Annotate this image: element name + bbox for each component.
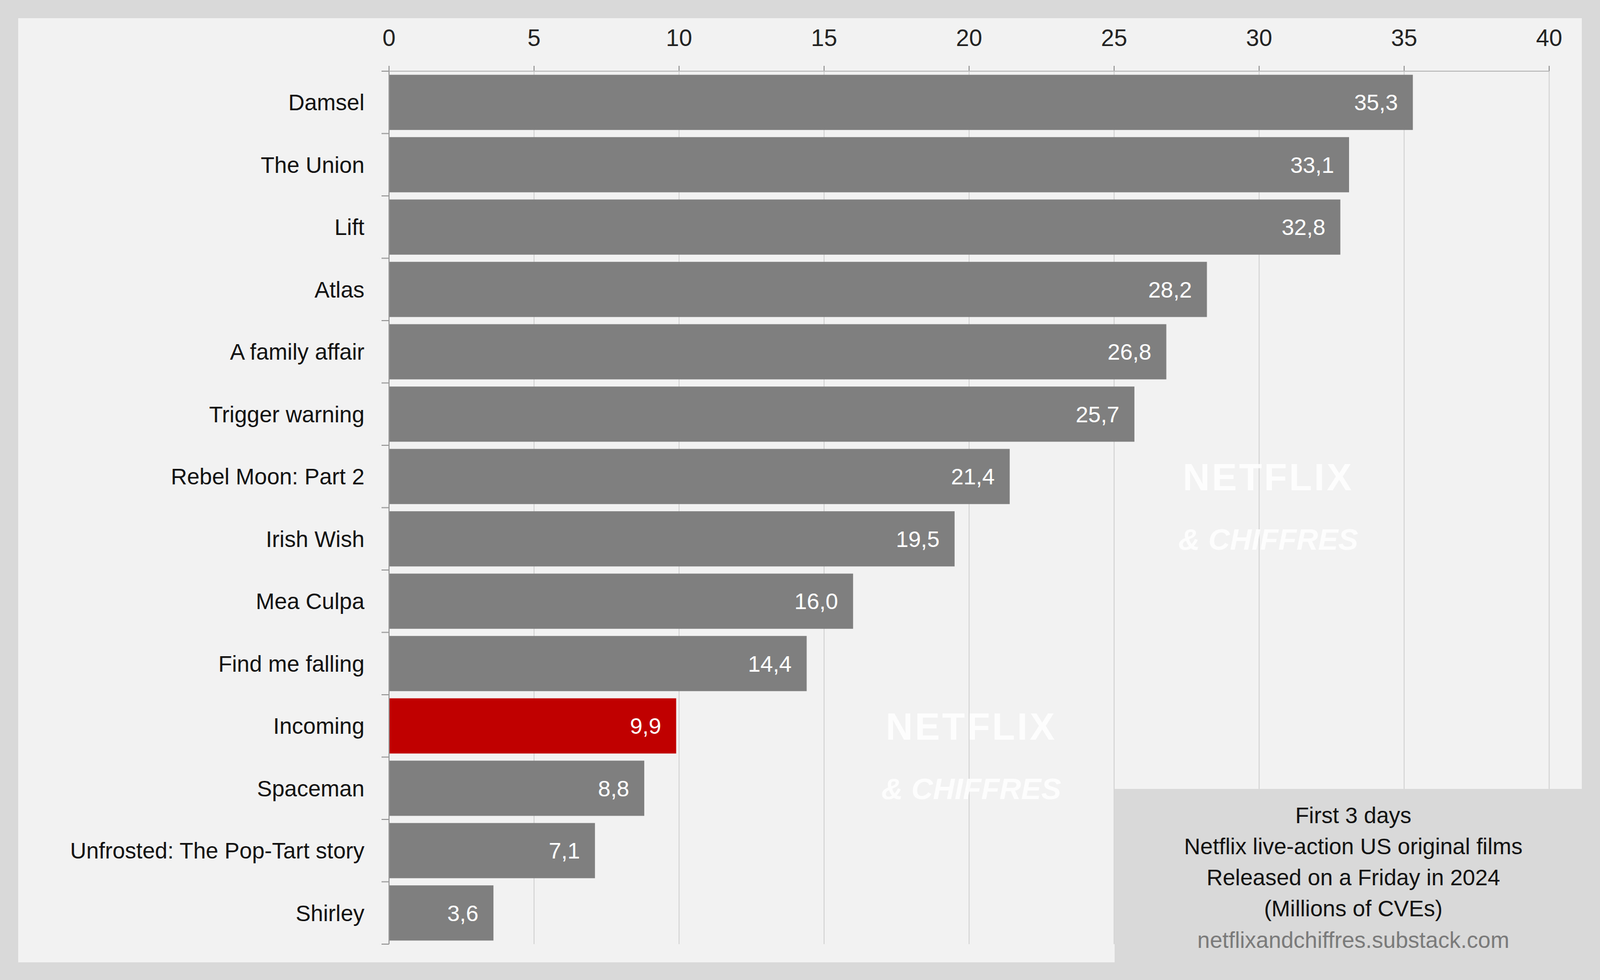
data-label: 16,0 — [794, 588, 838, 614]
category-label: Shirley — [295, 900, 365, 926]
bar — [389, 199, 1341, 255]
category-label: Atlas — [314, 277, 365, 303]
row-tick — [381, 382, 390, 384]
row-tick — [381, 507, 390, 509]
row-tick — [381, 133, 390, 135]
data-label: 21,4 — [950, 463, 995, 490]
bar — [389, 324, 1167, 380]
bar — [389, 386, 1135, 442]
data-label: 14,4 — [748, 651, 792, 677]
data-label: 25,7 — [1075, 401, 1120, 428]
data-label: 19,5 — [895, 526, 940, 552]
tick-mark — [1403, 65, 1405, 72]
bar — [389, 511, 955, 567]
row-tick — [381, 444, 390, 446]
row-tick — [381, 70, 390, 72]
info-box — [1114, 788, 1582, 963]
tick-label: 20 — [956, 24, 983, 51]
watermark: & CHIFFRES — [1178, 522, 1359, 556]
row-tick — [381, 756, 390, 758]
tick-mark — [388, 65, 390, 72]
tick-label: 35 — [1391, 24, 1418, 51]
tick-mark — [968, 65, 970, 72]
category-label: Lift — [334, 214, 365, 240]
bar — [389, 698, 677, 754]
category-label: Find me falling — [218, 651, 365, 677]
data-label: 35,3 — [1354, 89, 1399, 116]
bar — [389, 136, 1350, 193]
watermark: NETFLIX — [1182, 456, 1354, 499]
bar — [389, 635, 807, 691]
data-label: 28,2 — [1148, 277, 1193, 303]
data-label: 7,1 — [548, 837, 580, 864]
bar — [389, 885, 494, 941]
tick-mark — [678, 65, 680, 72]
category-label: Trigger warning — [209, 401, 365, 428]
tick-mark — [1548, 65, 1550, 72]
watermark: & CHIFFRES — [881, 771, 1062, 806]
annotation: (Millions of CVEs) — [1263, 895, 1443, 921]
bar — [389, 448, 1010, 505]
tick-label: 30 — [1246, 24, 1273, 51]
tick-label: 40 — [1536, 24, 1563, 51]
bar — [389, 760, 645, 816]
panel — [18, 18, 1582, 963]
row-tick — [381, 257, 390, 259]
title: First 3 days — [1294, 802, 1412, 828]
row-tick — [381, 569, 390, 571]
background — [0, 0, 1600, 980]
tick-label: 25 — [1101, 24, 1128, 51]
source: netflixandchiffres.substack.com — [1197, 927, 1510, 953]
category-label: Mea Culpa — [255, 588, 365, 614]
row-tick — [381, 195, 390, 197]
tick-mark — [533, 65, 535, 72]
bar — [389, 261, 1207, 317]
category-label: Spaceman — [256, 775, 365, 802]
category-label: Rebel Moon: Part 2 — [170, 463, 365, 490]
annotation: Released on a Friday in 2024 — [1206, 864, 1501, 890]
category-label: The Union — [260, 152, 365, 178]
bar — [389, 573, 853, 629]
category-label: Damsel — [288, 89, 365, 116]
category-label: A family affair — [230, 339, 365, 365]
tick-label: 15 — [811, 24, 838, 51]
data-label: 32,8 — [1281, 214, 1326, 240]
watermark: NETFLIX — [885, 705, 1057, 748]
row-tick — [381, 881, 390, 883]
tick-mark — [1258, 65, 1260, 72]
row-tick — [381, 694, 390, 696]
data-label: 8,8 — [598, 775, 630, 802]
bar — [389, 823, 596, 879]
row-tick — [381, 320, 390, 322]
tick-label: 5 — [527, 24, 541, 51]
bar — [389, 74, 1413, 131]
tick-label: 10 — [666, 24, 693, 51]
data-label: 26,8 — [1107, 339, 1152, 365]
data-label: 9,9 — [629, 713, 661, 739]
data-label: 3,6 — [447, 900, 479, 926]
data-label: 33,1 — [1290, 152, 1335, 178]
tick-mark — [1113, 65, 1115, 72]
row-tick — [381, 631, 390, 634]
row-tick — [381, 943, 390, 945]
x-axis — [389, 70, 1550, 72]
tick-label: 0 — [382, 24, 396, 51]
row-tick — [381, 818, 390, 820]
category-label: Incoming — [273, 713, 365, 739]
category-label: Irish Wish — [265, 526, 365, 552]
chart: 0 5 10 15 20 25 30 35 40 Damsel 35,3 The Union 33,1 L… — [0, 0, 1600, 980]
tick-mark — [823, 65, 825, 72]
category-label: Unfrosted: The Pop-Tart story — [70, 837, 365, 864]
subtitle: Netflix live-action US original films — [1184, 833, 1523, 859]
